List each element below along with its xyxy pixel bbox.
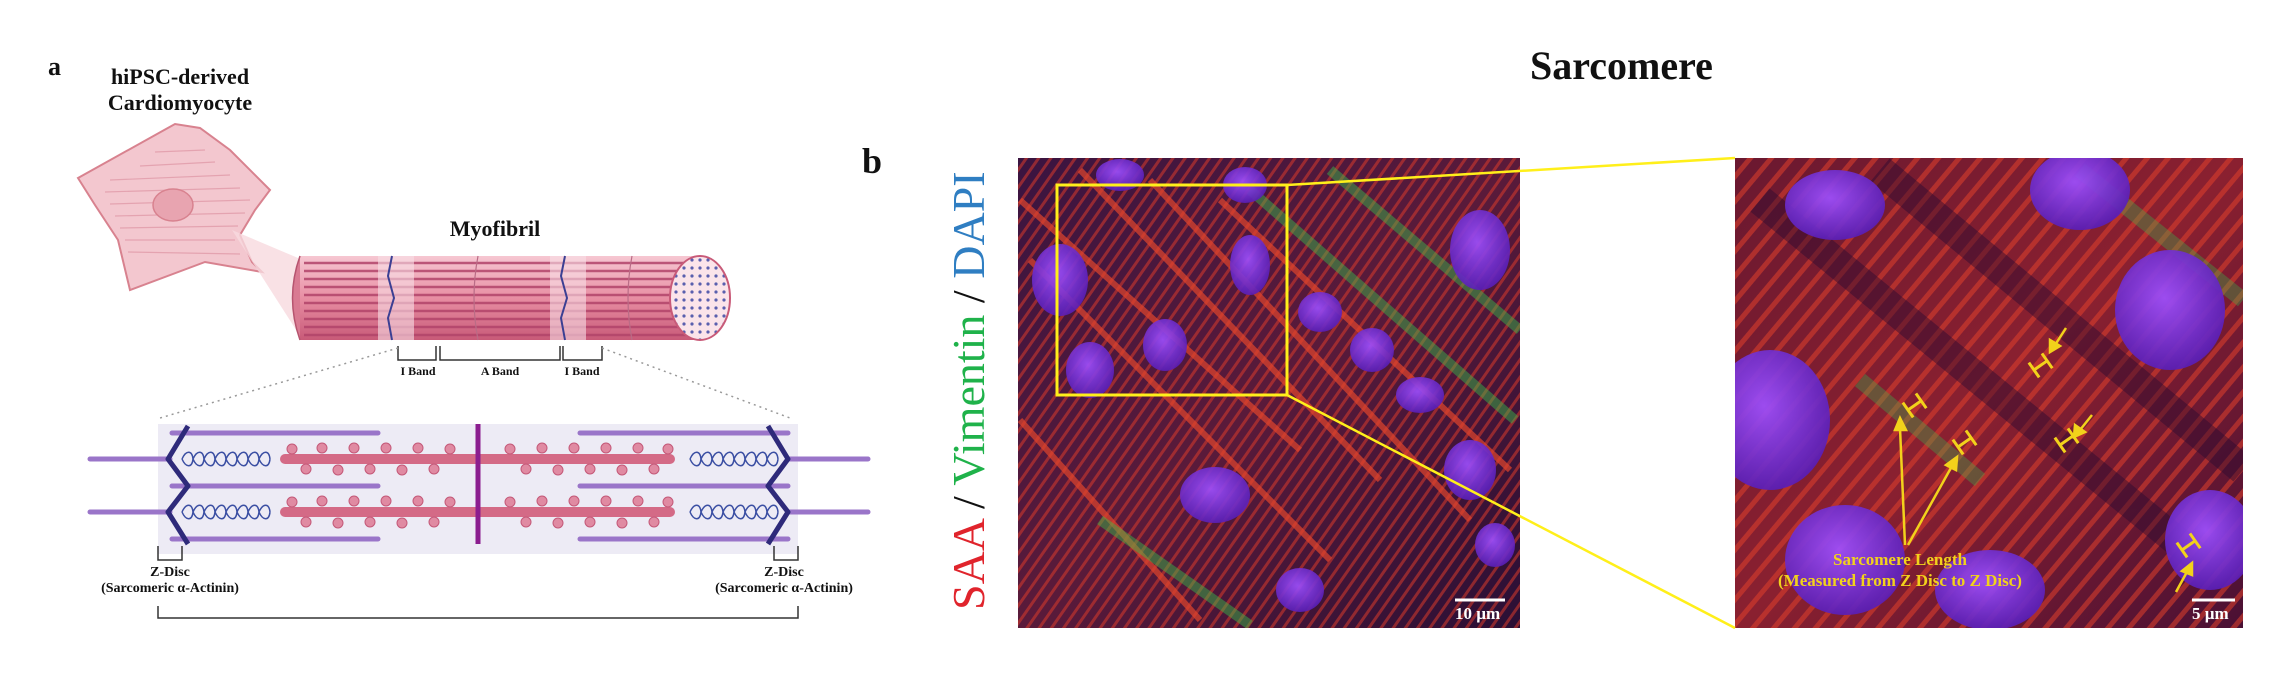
zoom-cone (232, 230, 300, 336)
myofibril-title: Myofibril (449, 216, 541, 241)
zdisc-label-right: Z-Disc (Sarcomeric α-Actinin) (694, 565, 874, 597)
i-band-label-right: I Band (564, 364, 600, 378)
a-band-label: A Band (480, 364, 520, 378)
roi-box (1055, 183, 1289, 397)
i-band-label-left: I Band (400, 364, 436, 378)
scale-label-right: 5 µm (2192, 604, 2229, 623)
myofibril-cylinder (291, 255, 731, 341)
annotation-arrows (1893, 327, 2194, 593)
sarcomere-title: Sarcomere (1530, 43, 1713, 88)
micrograph-zoom (1735, 158, 2243, 628)
cell-title: hiPSC-derived Cardiomyocyte (60, 64, 300, 116)
panel-b-label: b (862, 141, 883, 181)
z-discs (165, 424, 791, 546)
zoom-connector-top (1286, 156, 1736, 187)
actin-filaments (87, 430, 871, 542)
titin-springs (181, 451, 779, 520)
myofibril-diagram (76, 122, 871, 619)
scale-label-left: 10 µm (1455, 604, 1501, 623)
annotation-line1: Sarcomere Length (1833, 550, 1967, 569)
panel-a-label: a (48, 52, 61, 81)
zdisc-right-line1: Z-Disc (764, 565, 804, 580)
zdisc-left-line2: (Sarcomeric α-Actinin) (101, 581, 239, 596)
sarcomere-markers (1901, 352, 2202, 559)
annotation-line2: (Measured from Z Disc to Z Disc) (1778, 571, 2022, 590)
cell-title-line2: Cardiomyocyte (107, 90, 253, 115)
zoom-connector-bottom (1286, 393, 1736, 630)
cell-title-line1: hiPSC-derived (110, 64, 250, 89)
micrograph-overview (1018, 158, 1520, 628)
zdisc-label-left: Z-Disc (Sarcomeric α-Actinin) (80, 565, 260, 597)
zdisc-left-line1: Z-Disc (150, 565, 190, 580)
sarcomere-length-annotation: Sarcomere Length (Measured from Z Disc t… (1740, 549, 2060, 591)
zdisc-brackets (157, 546, 799, 619)
band-brackets (397, 346, 603, 361)
zdisc-right-line2: (Sarcomeric α-Actinin) (715, 581, 853, 596)
